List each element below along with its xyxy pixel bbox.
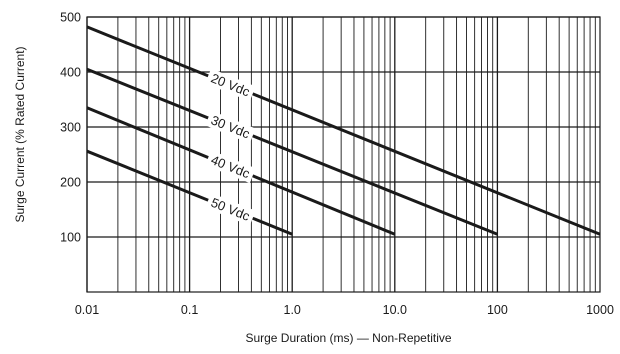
- y-tick-label: 200: [60, 176, 81, 190]
- x-tick-label: 0.01: [75, 303, 99, 317]
- x-tick-label: 100: [487, 303, 508, 317]
- y-tick-label: 400: [60, 66, 81, 80]
- series-label-50-vdc: 50 Vdc: [205, 192, 256, 226]
- series-label-20-vdc: 20 Vdc: [205, 68, 256, 102]
- y-axis-title: Surge Current (% Rated Current): [13, 46, 27, 222]
- y-axis-ticks: 100 200 300 400 500: [60, 11, 81, 245]
- series-label-30-vdc: 30 Vdc: [205, 110, 256, 144]
- series-label-background: [205, 150, 256, 184]
- y-tick-label: 500: [60, 11, 81, 25]
- series-line-50-vdc: [86, 149, 293, 236]
- series-label-text: 40 Vdc: [209, 152, 253, 181]
- series-label-background: [205, 192, 256, 226]
- plot-frame: [86, 16, 601, 293]
- series-label-background: [205, 110, 256, 144]
- series-label-background: [205, 68, 256, 102]
- series-label-text: 30 Vdc: [209, 112, 253, 141]
- y-tick-label: 100: [60, 231, 81, 245]
- grid: [86, 16, 600, 292]
- series-label-40-vdc: 40 Vdc: [205, 150, 256, 184]
- x-tick-label: 10.0: [383, 303, 407, 317]
- series-label-text: 20 Vdc: [209, 70, 253, 99]
- x-tick-label: 1000: [586, 303, 614, 317]
- series-lines: [86, 25, 601, 236]
- series-labels: 20 Vdc 30 Vdc 40 Vdc 50 Vdc: [205, 68, 256, 226]
- x-tick-label: 0.1: [181, 303, 198, 317]
- x-tick-label: 1.0: [284, 303, 301, 317]
- series-line-20-vdc: [86, 25, 601, 236]
- series-label-text: 50 Vdc: [209, 195, 253, 224]
- x-axis-ticks: 0.01 0.1 1.0 10.0 100 1000: [75, 303, 614, 317]
- x-axis-title: Surge Duration (ms) — Non-Repetitive: [245, 331, 451, 345]
- series-line-30-vdc: [86, 67, 498, 236]
- y-tick-label: 300: [60, 121, 81, 135]
